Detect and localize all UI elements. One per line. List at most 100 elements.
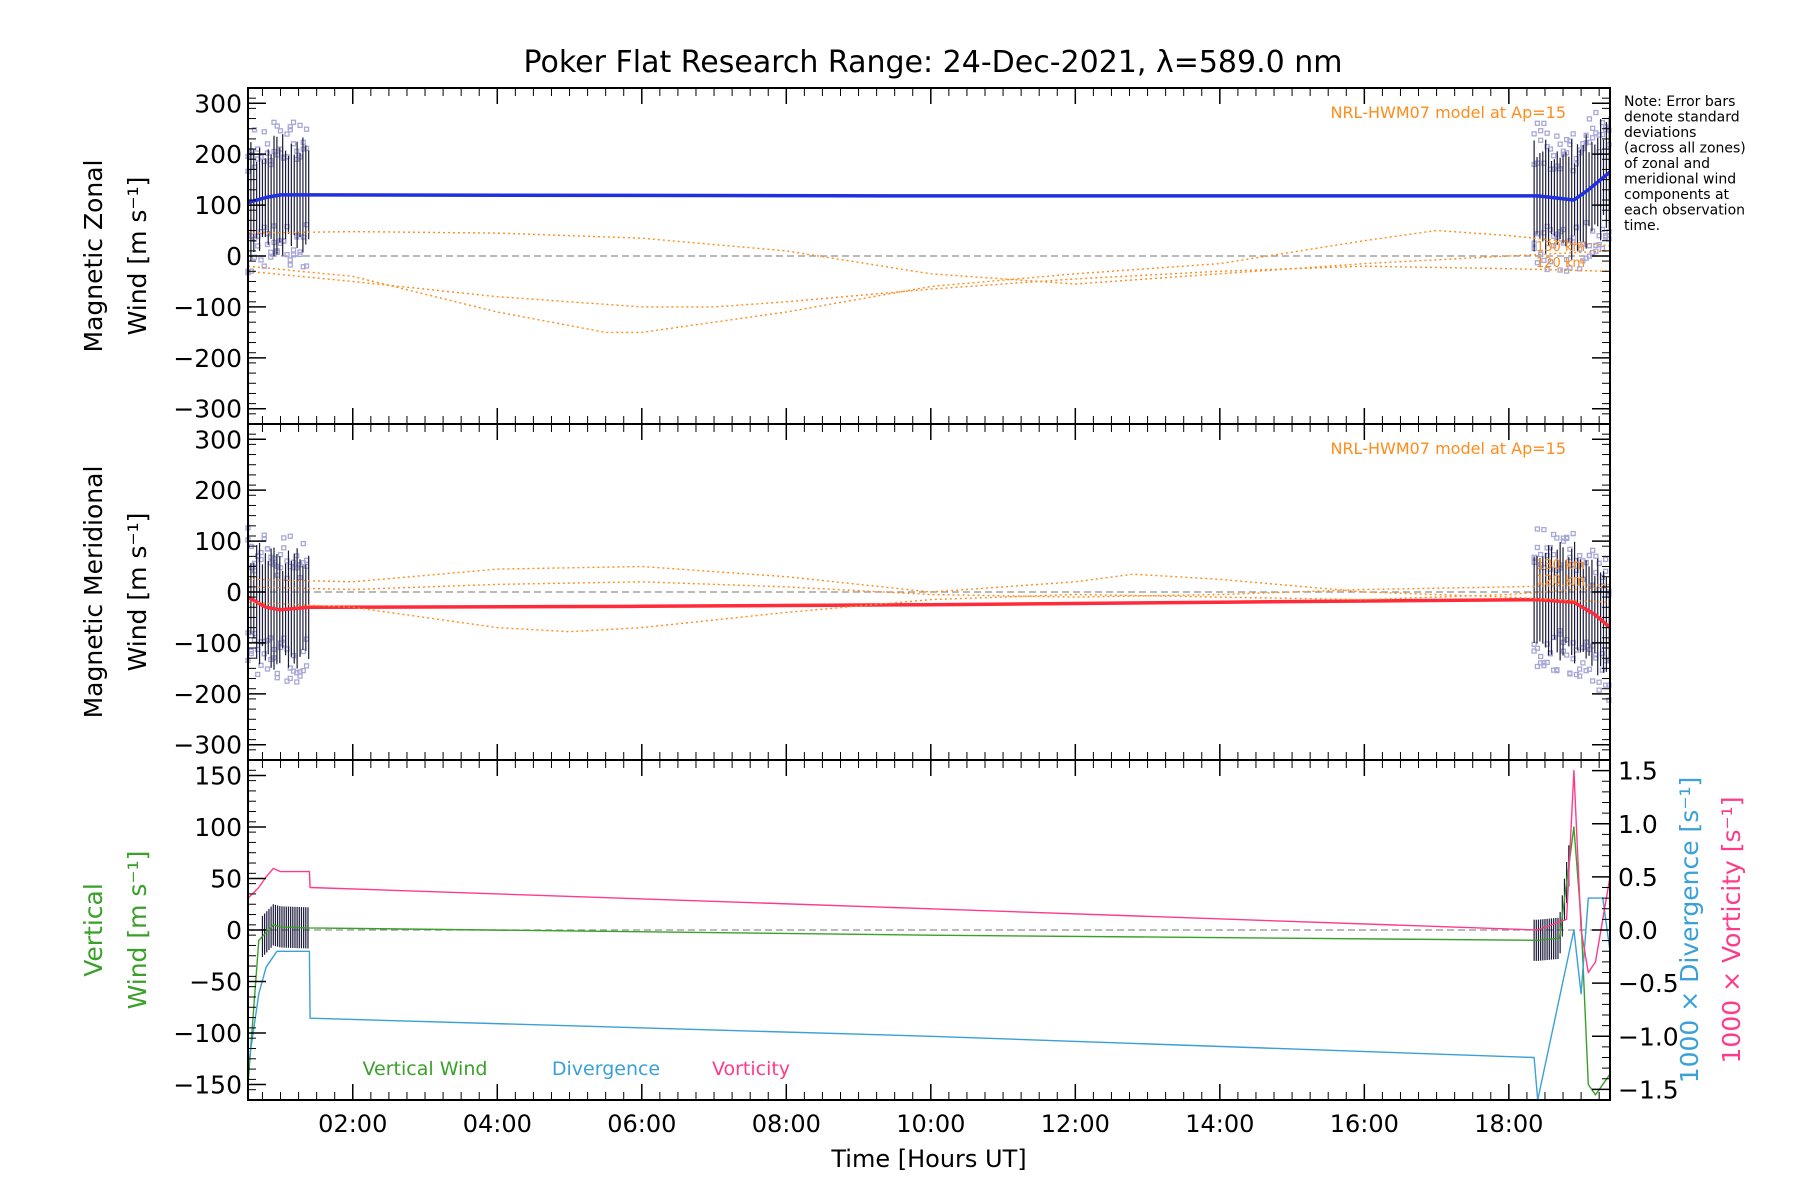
model-series-line [247, 581, 1611, 598]
scatter-point [1563, 652, 1570, 658]
x-axis-label: Time [Hours UT] [830, 1145, 1026, 1173]
scatter-point [300, 264, 306, 270]
scatter-point [1577, 673, 1583, 679]
scatter-point [1590, 125, 1596, 131]
scatter-point [277, 146, 284, 152]
scatter-point [287, 665, 293, 671]
note-line: components at [1624, 187, 1730, 203]
scatter-point [1534, 526, 1541, 532]
scatter-point [287, 533, 293, 539]
model-series-line [247, 565, 1611, 603]
scatter-point [264, 141, 271, 147]
scatter-point [1550, 153, 1557, 159]
scatter-point [255, 671, 261, 678]
scatter-point [271, 119, 277, 125]
scatter-point [297, 122, 303, 129]
scatter-point [268, 249, 274, 255]
scatter-point [1570, 131, 1576, 137]
vorticity-line [247, 769, 1611, 974]
scatter-point [1531, 648, 1537, 654]
scatter-point [1534, 260, 1541, 266]
y-tick-label: 50 [210, 864, 242, 893]
scatter-point [1599, 245, 1606, 252]
scatter-point [258, 257, 264, 263]
scatter-point [1541, 662, 1547, 669]
scatter-point [248, 650, 254, 657]
scatter-point [297, 669, 303, 675]
meridional-wind-panel: 300 200 100 0 −100 −200 −300 Magnetic Meridiona… [79, 423, 1612, 761]
scatter-point [1577, 150, 1583, 156]
y2-tick-label: 1.5 [1618, 757, 1658, 786]
scatter-point [251, 560, 258, 566]
y-tick-label: 300 [194, 89, 242, 118]
scatter-point [1544, 659, 1550, 666]
altitude-label: 120 km [1536, 573, 1585, 588]
scatter-point [251, 164, 258, 170]
scatter-point [1557, 267, 1563, 273]
scatter-point [258, 662, 264, 668]
scatter-point [251, 236, 258, 242]
model-series-line [247, 586, 1611, 633]
y2-tick-label: −0.5 [1618, 969, 1679, 998]
scatter-point [261, 129, 267, 135]
y-tick-label: 100 [194, 527, 242, 556]
scatter-point [1531, 131, 1537, 137]
scatter-point [251, 630, 258, 637]
altitude-label: 130 km [1536, 240, 1585, 255]
model-series-line [247, 265, 1611, 308]
scatter-point [1547, 259, 1554, 265]
divergence-line [247, 897, 1611, 1101]
scatter-point [1534, 120, 1541, 126]
scatter-point [1586, 666, 1593, 672]
scatter-point [1541, 660, 1547, 666]
scatter-point [264, 150, 271, 156]
y2-tick-label: −1.0 [1618, 1022, 1679, 1051]
scatter-point [297, 673, 303, 679]
scatter-point [261, 532, 267, 538]
scatter-point [290, 653, 297, 659]
note-line: (across all zones) [1624, 141, 1746, 157]
scatter-point [281, 545, 287, 551]
scatter-point [1563, 256, 1570, 263]
scatter-point [1541, 120, 1547, 127]
scatter-point [284, 131, 290, 137]
scatter-point [284, 678, 290, 684]
scatter-point [1550, 667, 1557, 673]
vorticity-axis-label: 1000 × Vorticity [s⁻¹] [1717, 797, 1746, 1064]
scatter-point [1570, 530, 1576, 537]
scatter-point [1580, 241, 1586, 247]
scatter-point [1577, 666, 1583, 672]
note-line: denote standard [1624, 110, 1740, 126]
scatter-point [261, 651, 267, 657]
y-tick-label: −100 [173, 629, 242, 658]
scatter-point [287, 262, 293, 268]
model-label: NRL-HWM07 model at Ap=15 [1330, 439, 1566, 458]
scatter-point [1603, 126, 1609, 133]
scatter-point [303, 563, 310, 569]
note-line: deviations [1624, 125, 1696, 141]
scatter-point [1560, 535, 1567, 541]
scatter-point [1593, 109, 1599, 116]
scatter-point [1541, 526, 1547, 533]
scatter-point [274, 675, 280, 681]
scatter-point [277, 565, 284, 571]
scatter-point [294, 670, 300, 676]
scatter-point [1603, 682, 1609, 688]
scatter-point [300, 668, 306, 674]
scatter-points [245, 109, 1612, 276]
x-tick-label: 06:00 [607, 1110, 676, 1138]
y-tick-label: −150 [173, 1071, 242, 1100]
altitude-label: 130 km [1536, 558, 1585, 573]
divergence-axis-label: 1000 × Divergence [s⁻¹] [1675, 777, 1704, 1084]
legend-item: Vertical Wind [363, 1058, 488, 1080]
scatter-point [1554, 133, 1560, 139]
scatter-point [1550, 531, 1557, 538]
y-axis-label: Vertical [79, 883, 108, 977]
scatter-point [1544, 130, 1550, 136]
scatter-point [1586, 139, 1593, 145]
scatter-point [287, 124, 293, 130]
scatter-point [1563, 637, 1570, 643]
scatter-point [281, 238, 287, 244]
scatter-point [251, 127, 258, 133]
